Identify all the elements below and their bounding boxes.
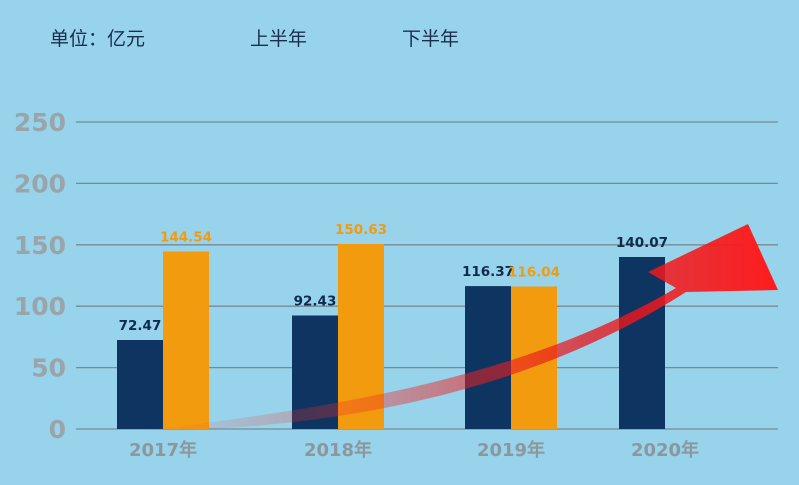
y-tick-label: 50 [31, 354, 66, 383]
data-label: 140.07 [616, 235, 668, 251]
data-label: 150.63 [335, 222, 387, 238]
bar-first-half [619, 256, 665, 429]
trend-arrow [140, 224, 778, 431]
x-tick-label: 2019年 [477, 439, 545, 461]
bar-first-half [117, 340, 163, 429]
data-label: 144.54 [160, 230, 212, 246]
legend-label-first-half: 上半年 [250, 28, 308, 50]
data-label: 72.47 [119, 318, 162, 334]
data-label: 116.04 [508, 265, 560, 281]
bar-second-half [163, 251, 209, 429]
data-label: 116.37 [462, 264, 514, 280]
x-tick-label: 2017年 [129, 439, 197, 461]
data-label: 92.43 [294, 293, 337, 309]
y-tick-label: 100 [14, 292, 66, 321]
x-tick-label: 2020年 [631, 439, 699, 461]
unit-label: 单位：亿元 [50, 28, 146, 50]
legend-label-second-half: 下半年 [402, 28, 460, 50]
bar-first-half [465, 286, 511, 429]
y-tick-label: 0 [49, 415, 66, 444]
y-tick-label: 250 [14, 108, 66, 137]
x-tick-label: 2018年 [304, 439, 372, 461]
y-tick-label: 200 [14, 169, 66, 198]
y-tick-label: 150 [14, 231, 66, 260]
